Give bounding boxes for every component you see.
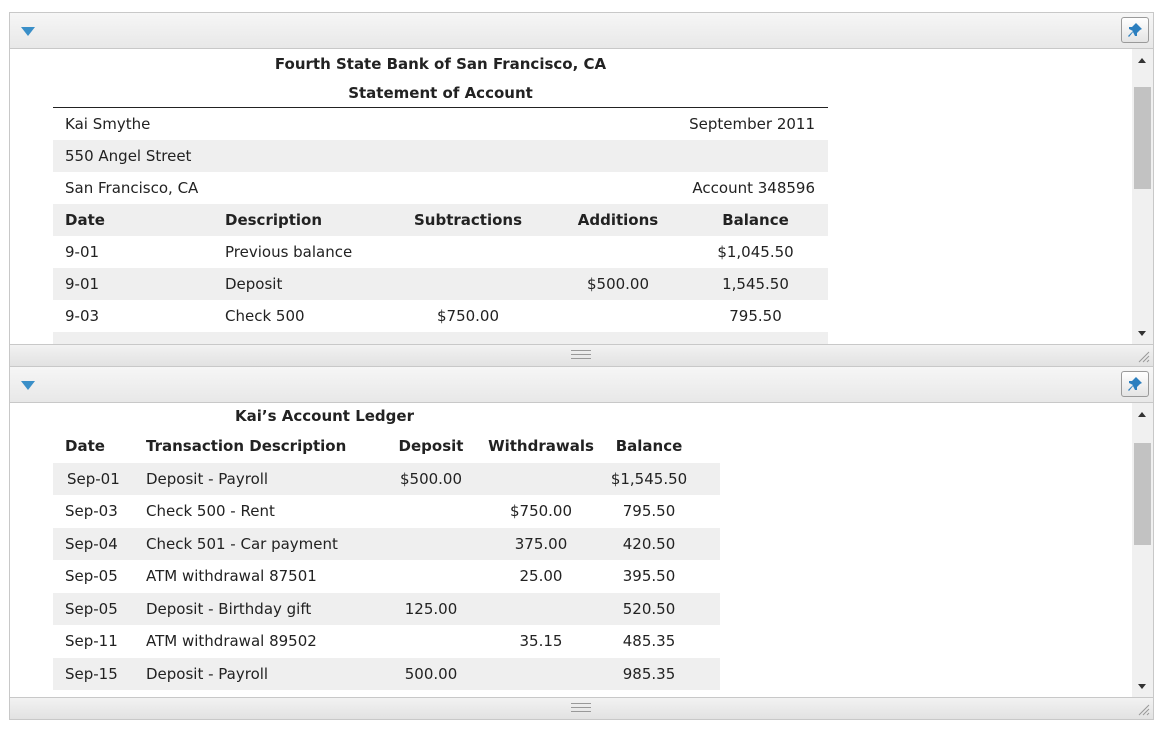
table-row: 9-03 Check 500 $750.00 795.50 (65, 307, 782, 325)
splitter-grip-icon[interactable] (571, 350, 591, 360)
statement-panel-header (10, 13, 1153, 49)
statement-period: September 2011 (689, 115, 815, 133)
scroll-up-icon[interactable] (1138, 412, 1146, 417)
table-row: Sep-05 Deposit - Birthday gift 125.00 52… (53, 592, 720, 625)
statement-title: Statement of Account (53, 78, 828, 108)
col-header-additions: Additions (553, 204, 683, 236)
scrollbar-thumb[interactable] (1134, 443, 1151, 545)
ledger-scrollbar[interactable] (1132, 403, 1153, 698)
customer-city: San Francisco, CA (65, 179, 199, 197)
pin-button[interactable] (1121, 17, 1149, 43)
ledger-table: Kai’s Account Ledger Date Transaction De… (53, 403, 720, 690)
table-row: Sep-04 Check 501 - Car payment 375.00 42… (53, 527, 720, 560)
ledger-title: Kai’s Account Ledger (235, 406, 414, 425)
collapse-triangle-icon[interactable] (21, 27, 35, 36)
pin-icon (1128, 377, 1142, 391)
col-header-transaction-description: Transaction Description (146, 437, 347, 456)
table-row: Sep-11 ATM withdrawal 89502 35.15 485.35 (65, 632, 676, 651)
collapse-triangle-icon[interactable] (21, 381, 35, 390)
table-row: 9-01 Previous balance $1,045.50 (65, 243, 794, 261)
scroll-up-icon[interactable] (1138, 58, 1146, 63)
ledger-panel-footer (10, 697, 1153, 719)
table-row: Sep-05 ATM withdrawal 87501 25.00 395.50 (65, 567, 676, 586)
statement-content: Fourth State Bank of San Francisco, CA S… (10, 49, 1132, 345)
scroll-down-icon[interactable] (1138, 331, 1146, 336)
col-header-subtractions: Subtractions (383, 204, 553, 236)
col-header-date: Date (65, 437, 105, 456)
statement-table: Fourth State Bank of San Francisco, CA S… (53, 49, 828, 345)
customer-name: Kai Smythe (65, 115, 151, 133)
bank-name: Fourth State Bank of San Francisco, CA (274, 54, 607, 73)
splitter-grip-icon[interactable] (571, 703, 591, 713)
resize-corner-icon[interactable] (1136, 349, 1150, 363)
statement-panel: Fourth State Bank of San Francisco, CA S… (9, 12, 1154, 367)
statement-panel-footer (10, 344, 1153, 366)
col-header-date: Date (53, 204, 213, 236)
ledger-content: Kai’s Account Ledger Date Transaction De… (10, 403, 1132, 698)
statement-scrollbar[interactable] (1132, 49, 1153, 345)
col-header-balance: Balance (683, 204, 828, 236)
table-row: Sep-15 Deposit - Payroll 500.00 985.35 (53, 657, 720, 690)
account-number: Account 348596 (692, 179, 815, 197)
pin-icon (1128, 23, 1142, 37)
scroll-down-icon[interactable] (1138, 684, 1146, 689)
col-header-balance: Balance (615, 437, 683, 456)
col-header-withdrawals: Withdrawals (488, 437, 594, 456)
resize-corner-icon[interactable] (1136, 702, 1150, 716)
ledger-panel: Kai’s Account Ledger Date Transaction De… (9, 366, 1154, 720)
pin-button[interactable] (1121, 371, 1149, 397)
ledger-panel-header (10, 367, 1153, 403)
table-row: 9-01 Deposit $500.00 1,545.50 (53, 268, 828, 300)
col-header-deposit: Deposit (398, 437, 464, 456)
table-row: Sep-03 Check 500 - Rent $750.00 795.50 (65, 502, 676, 521)
table-row: Sep-01 Deposit - Payroll $500.00 $1,545.… (53, 462, 720, 495)
customer-street: 550 Angel Street (53, 140, 828, 172)
col-header-description: Description (213, 204, 383, 236)
scrollbar-thumb[interactable] (1134, 87, 1151, 189)
